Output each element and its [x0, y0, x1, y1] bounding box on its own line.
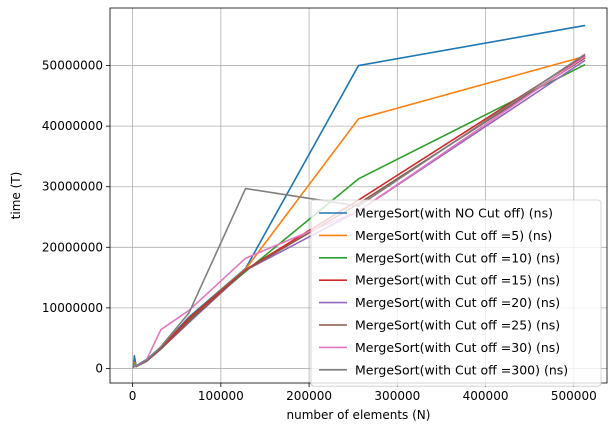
- legend-label: MergeSort(with Cut off =25) (ns): [355, 318, 560, 333]
- x-tick-label: 500000: [551, 389, 597, 403]
- y-tick-label: 40000000: [42, 119, 103, 133]
- legend-item: MergeSort(with NO Cut off) (ns): [319, 206, 553, 221]
- legend-label: MergeSort(with Cut off =5) (ns): [355, 228, 552, 243]
- axis-ticks: 0 100000 200000 300000 400000 500000 0 10000000…: [42, 59, 597, 403]
- legend: MergeSort(with NO Cut off) (ns) MergeSort…: [310, 199, 602, 387]
- legend-label: MergeSort(with NO Cut off) (ns): [355, 206, 553, 221]
- x-tick-label: 200000: [286, 389, 332, 403]
- legend-item: MergeSort(with Cut off =5) (ns): [319, 228, 552, 243]
- legend-item: MergeSort(with Cut off =15) (ns): [319, 273, 560, 288]
- series-lines: [132, 24, 586, 369]
- series-line-8: [132, 53, 586, 369]
- y-tick-label: 20000000: [42, 240, 103, 254]
- y-tick-label: 50000000: [42, 59, 103, 73]
- legend-label: MergeSort(with Cut off =15) (ns): [355, 273, 560, 288]
- legend-item: MergeSort(with Cut off =10) (ns): [319, 250, 560, 265]
- legend-label: MergeSort(with Cut off =10) (ns): [355, 250, 560, 265]
- y-tick-label: 0: [95, 361, 103, 375]
- legend-label: MergeSort(with Cut off =20) (ns): [355, 295, 560, 310]
- x-tick-label: 100000: [198, 389, 244, 403]
- legend-item: MergeSort(with Cut off =20) (ns): [319, 295, 560, 310]
- legend-item: MergeSort(with Cut off =30) (ns): [319, 340, 560, 355]
- y-tick-label: 30000000: [42, 180, 103, 194]
- legend-item: MergeSort(with Cut off =300) (ns): [319, 362, 568, 377]
- x-tick-label: 300000: [374, 389, 420, 403]
- y-axis-title: time (T): [9, 172, 23, 220]
- legend-label: MergeSort(with Cut off =300) (ns): [355, 362, 568, 377]
- x-tick-label: 400000: [463, 389, 509, 403]
- legend-box: [310, 199, 602, 387]
- legend-item: MergeSort(with Cut off =25) (ns): [319, 318, 560, 333]
- x-axis-title: number of elements (N): [287, 408, 431, 422]
- x-tick-label: 0: [129, 389, 137, 403]
- legend-label: MergeSort(with Cut off =30) (ns): [355, 340, 560, 355]
- y-tick-label: 10000000: [42, 301, 103, 315]
